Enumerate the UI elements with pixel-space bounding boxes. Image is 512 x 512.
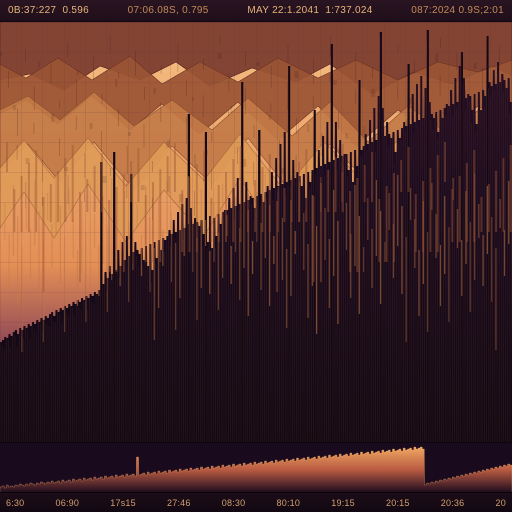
price-pane[interactable]: [0, 22, 512, 442]
x-tick-label: 20:36: [441, 498, 465, 508]
x-tick-label: 20:15: [386, 498, 410, 508]
volume-pane[interactable]: [0, 442, 512, 493]
x-tick-label: 19:15: [331, 498, 355, 508]
volume-svg: [0, 443, 512, 493]
chart-stage: 0B:37:227 0.596 07:06.08S, 0.795 MAY 22:1.…: [0, 0, 512, 512]
x-axis: 6:30 06:90 17s15 27:46 08:30 80:10 19:15 20:15 2…: [0, 492, 512, 512]
x-tick-label: 17s15: [110, 498, 136, 508]
price-svg: [0, 22, 512, 442]
x-tick-label: 20: [496, 498, 506, 508]
x-tick-label: 06:90: [56, 498, 80, 508]
ticker-cell: MAY 22:1.2041 1:737.024: [247, 5, 372, 16]
x-tick-label: 80:10: [277, 498, 301, 508]
ticker-cell: 07:06.08S, 0.795: [128, 5, 209, 16]
ticker-cell: 087:2024 0.9S;2:01: [411, 5, 504, 16]
x-tick-label: 08:30: [222, 498, 246, 508]
x-tick-label: 6:30: [6, 498, 24, 508]
x-tick-label: 27:46: [167, 498, 191, 508]
ticker-cell: 0B:37:227 0.596: [8, 5, 89, 16]
ticker-bar: 0B:37:227 0.596 07:06.08S, 0.795 MAY 22:1.…: [0, 0, 512, 22]
